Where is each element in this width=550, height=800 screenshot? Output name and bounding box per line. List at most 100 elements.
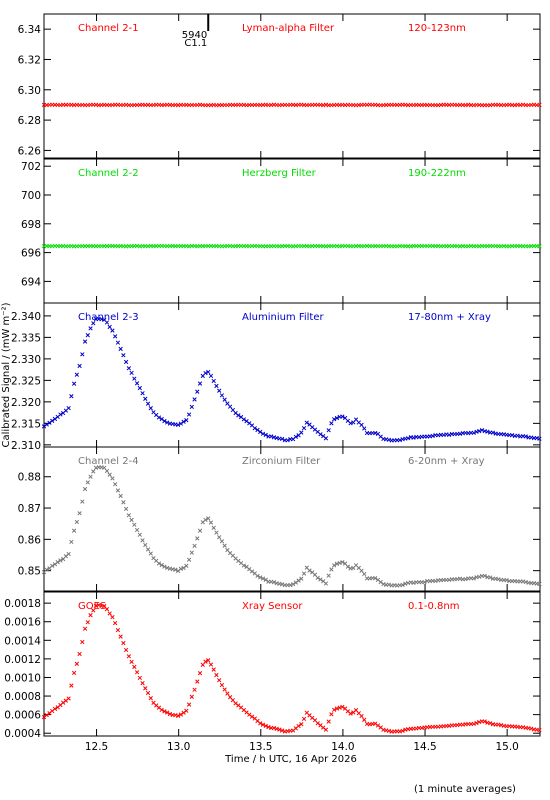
data-point [69, 683, 74, 688]
data-point [329, 421, 334, 426]
data-point [129, 517, 134, 523]
data-point [206, 658, 211, 663]
data-point [178, 712, 184, 717]
y-tick-label: 2.330 [11, 354, 41, 366]
y-tick-label: 696 [21, 248, 41, 260]
y-tick-label: 0.0008 [4, 691, 41, 703]
data-point [123, 647, 129, 653]
data-point [129, 659, 134, 664]
data-point [52, 706, 58, 712]
data-point [260, 576, 266, 581]
x-tick-label: 12.5 [85, 741, 108, 753]
data-point [126, 513, 132, 518]
data-point [386, 582, 392, 587]
data-point [184, 418, 189, 423]
panel-2: 694 696 698 700 702 Channel 2-2 Herzberg Filte… [21, 158, 542, 304]
data-point [301, 571, 307, 576]
data-point [184, 563, 189, 568]
data-point [143, 542, 148, 548]
data-point [214, 672, 219, 678]
data-point [225, 691, 230, 696]
filter-name: Herzberg Filter [242, 168, 317, 179]
data-point [271, 580, 277, 585]
data-point [104, 468, 110, 474]
x-tick-label: 15.0 [495, 741, 518, 753]
y-tick-label: 698 [21, 219, 41, 231]
data-point [41, 714, 47, 720]
data-point [217, 678, 222, 683]
data-point [189, 550, 194, 555]
y-tick-label: 700 [21, 190, 41, 202]
data-point [162, 564, 167, 569]
data-point [219, 682, 225, 688]
data-point [74, 661, 80, 666]
data-point [41, 424, 47, 429]
data-point [167, 711, 173, 717]
data-point [148, 551, 153, 556]
data-point [195, 536, 200, 541]
data-point [208, 373, 214, 379]
data-point [299, 576, 304, 581]
channel-name: Channel 2-2 [78, 168, 139, 179]
data-point [58, 412, 63, 417]
data-point [145, 690, 151, 696]
data-point [80, 639, 85, 645]
data-point [129, 370, 134, 376]
data-point [82, 486, 88, 492]
data-point [318, 432, 323, 437]
data-point [126, 654, 132, 659]
y-tick-label: 6.34 [18, 24, 42, 36]
panel-frame [43, 446, 541, 592]
data-point [482, 719, 487, 724]
data-point [77, 651, 82, 657]
data-point [126, 366, 132, 371]
data-point [293, 434, 298, 440]
data-point [359, 713, 364, 719]
data-point [55, 560, 60, 565]
data-point [263, 577, 268, 582]
data-point [255, 427, 260, 433]
data-point [375, 723, 381, 728]
data-point [537, 436, 542, 441]
data-point [192, 687, 197, 692]
y-tick-label: 6.26 [18, 145, 42, 157]
data-point [184, 708, 189, 713]
panel-frame [43, 158, 541, 304]
y-tick-label: 2.310 [11, 440, 41, 452]
data-point [77, 511, 82, 516]
data-point [88, 326, 93, 331]
data-point [140, 538, 145, 543]
data-point [110, 328, 115, 333]
data-point [537, 728, 542, 733]
y-tick-label: 6.30 [18, 85, 41, 97]
data-point [537, 581, 542, 587]
data-point [121, 353, 126, 358]
data-point [173, 567, 178, 572]
data-point [132, 522, 137, 527]
data-point [233, 701, 238, 706]
data-point [197, 671, 203, 676]
data-point [113, 482, 118, 487]
data-point [217, 535, 222, 540]
data-point [263, 723, 268, 729]
band-range: 120-123nm [408, 23, 466, 34]
data-point [121, 640, 126, 646]
data-point [113, 620, 118, 626]
channel-name: Channel 2-4 [78, 456, 139, 467]
channel-name: GOES [78, 601, 106, 612]
panel-frame [43, 302, 541, 448]
series-points [41, 102, 542, 108]
data-point [214, 530, 219, 535]
data-point [80, 352, 85, 357]
data-point [359, 568, 364, 573]
data-point [277, 727, 282, 732]
filter-name: Xray Sensor [242, 601, 303, 612]
data-point [255, 573, 260, 578]
y-tick-label: 0.0018 [4, 598, 41, 610]
data-point [222, 687, 227, 692]
data-point [115, 627, 121, 633]
data-point [329, 712, 334, 717]
data-point [69, 539, 74, 545]
data-point [214, 383, 219, 389]
data-point [332, 563, 337, 568]
